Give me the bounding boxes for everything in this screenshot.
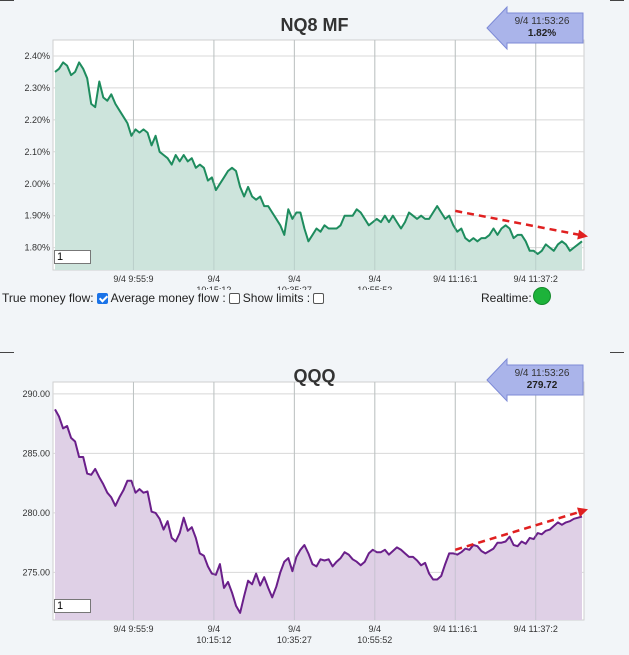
badge-value: 279.72 xyxy=(527,380,558,391)
minimize-dash-right[interactable] xyxy=(610,352,624,353)
average-money-flow-label: Average money flow : xyxy=(110,291,226,305)
badge-arrow-shape xyxy=(486,5,584,51)
series-line xyxy=(54,408,583,614)
x-tick-label: 9/4 10:35:27 xyxy=(277,624,312,645)
realtime-indicator[interactable] xyxy=(533,287,551,305)
show-limits-checkbox[interactable] xyxy=(313,292,325,304)
y-tick-label: 1.80% xyxy=(24,243,50,253)
series-area xyxy=(55,62,582,271)
x-tick-label: 9/4 10:55:52 xyxy=(357,274,392,290)
show-limits-label: Show limits : xyxy=(242,291,311,305)
x-tick-label: 9/4 10:35:27 xyxy=(277,274,312,290)
x-tick-label-line: 9/4 11:37:2 xyxy=(514,274,558,284)
x-tick-label-line: 9/4 11:16:1 xyxy=(433,274,477,284)
x-tick-label-line: 9/4 xyxy=(208,274,221,284)
x-tick-label: 9/4 10:15:12 xyxy=(196,624,231,645)
x-tick-label-line: 10:15:12 xyxy=(196,635,231,645)
x-tick-label: 9/4 11:16:1 xyxy=(433,624,477,634)
badge-time: 9/4 11:53:26 xyxy=(515,16,570,27)
x-tick-label: 9/4 11:37:2 xyxy=(514,274,558,284)
minimize-dash-right[interactable] xyxy=(610,0,624,1)
y-tick-label: 290.00 xyxy=(22,389,50,399)
current-value-badge[interactable]: 9/4 11:53:261.82% xyxy=(486,5,584,51)
x-tick-label-line: 9/4 9:55:9 xyxy=(113,624,153,634)
x-tick-label-line: 9/4 xyxy=(288,624,301,634)
y-tick-label: 285.00 xyxy=(22,448,50,458)
period-input[interactable]: 1 xyxy=(54,599,91,613)
x-tick-label-line: 9/4 xyxy=(369,624,382,634)
chart-title: QQQ xyxy=(293,366,336,386)
series-line xyxy=(54,61,583,255)
chart-title: NQ8 MF xyxy=(280,15,349,35)
x-tick-label: 9/4 9:55:9 xyxy=(113,624,153,634)
x-tick-label-line: 9/4 11:37:2 xyxy=(514,624,558,634)
trend-arrow-line xyxy=(454,509,583,551)
x-tick-label-line: 10:15:12 xyxy=(196,285,231,290)
minimize-dash-left[interactable] xyxy=(0,352,14,353)
x-tick-label-line: 9/4 xyxy=(288,274,301,284)
trend-arrow-head xyxy=(577,229,588,240)
x-tick-label: 9/4 9:55:9 xyxy=(113,274,153,284)
x-tick-label-line: 9/4 xyxy=(369,274,382,284)
x-tick-label-line: 10:55:52 xyxy=(357,635,392,645)
x-tick-label-line: 10:35:27 xyxy=(277,635,312,645)
x-tick-label-line: 10:55:52 xyxy=(357,285,392,290)
period-input[interactable]: 1 xyxy=(54,250,91,264)
x-tick-label-line: 10:35:27 xyxy=(277,285,312,290)
x-tick-label: 9/4 10:55:52 xyxy=(357,624,392,645)
badge-arrow-shape xyxy=(486,357,584,403)
chart-panel-qqq: 275.00 280.00 285.00 290.00 9/4 9:55:9 9/4 10:… xyxy=(0,352,629,655)
series-area xyxy=(55,409,582,620)
y-tick-label: 2.30% xyxy=(24,83,50,93)
x-tick-label-line: 9/4 11:16:1 xyxy=(433,624,477,634)
x-tick-label-line: 9/4 9:55:9 xyxy=(113,274,153,284)
chart-panel-nq8: 1.80% 1.90% 2.00% 2.10% 2.20% 2.30% 2.40% 9/4 9… xyxy=(0,0,629,310)
y-tick-label: 2.20% xyxy=(24,115,50,125)
x-tick-label: 9/4 10:15:12 xyxy=(196,274,231,290)
chart-svg-nq8: 1.80% 1.90% 2.00% 2.10% 2.20% 2.30% 2.40% 9/4 9… xyxy=(24,5,588,290)
badge-time: 9/4 11:53:26 xyxy=(515,368,570,379)
y-tick-label: 275.00 xyxy=(22,567,50,577)
realtime-label: Realtime: xyxy=(481,291,532,305)
average-money-flow-checkbox[interactable] xyxy=(228,292,240,304)
y-tick-label: 2.10% xyxy=(24,147,50,157)
y-tick-label: 2.00% xyxy=(24,179,50,189)
true-money-flow-label: True money flow: xyxy=(2,291,94,305)
trend-arrow-head xyxy=(577,507,588,517)
minimize-dash-left[interactable] xyxy=(0,0,14,1)
trend-arrow-line xyxy=(455,209,583,237)
y-tick-label: 1.90% xyxy=(24,211,50,221)
controls-row: True money flow: Average money flow : Sh… xyxy=(2,291,325,305)
x-tick-label: 9/4 11:16:1 xyxy=(433,274,477,284)
y-tick-label: 2.40% xyxy=(24,51,50,61)
y-tick-label: 280.00 xyxy=(22,508,50,518)
x-tick-label: 9/4 11:37:2 xyxy=(514,624,558,634)
true-money-flow-checkbox[interactable] xyxy=(96,292,108,304)
x-tick-label-line: 9/4 xyxy=(208,624,221,634)
badge-value: 1.82% xyxy=(528,28,556,39)
